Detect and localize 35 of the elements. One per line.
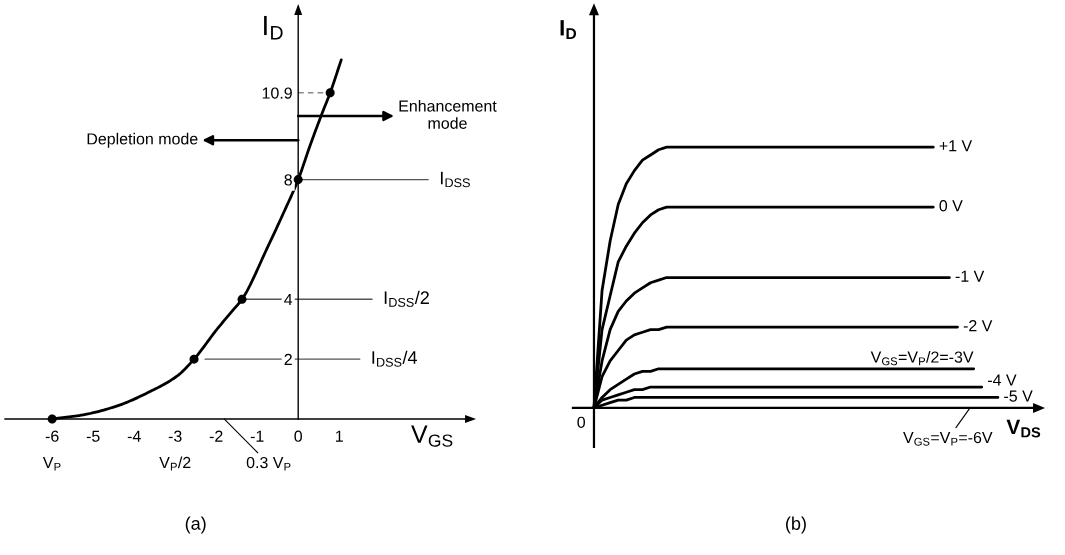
x-axis-title: V$_{DS}$ xyxy=(1006,419,1041,438)
text: V$_{GS}$=V$_{P}$=-6V xyxy=(903,431,993,446)
y-tick-label: 8 xyxy=(284,174,292,186)
text: V$_{P}$/2 xyxy=(159,456,191,471)
x-tick-label: 1 xyxy=(335,430,343,442)
x-tick-label: -5 xyxy=(86,430,100,442)
series-label: -5 V xyxy=(1004,390,1033,402)
annotation: Enhancement mode xyxy=(399,99,497,129)
x-tick-label: -2 xyxy=(209,430,223,442)
series-label: -4 V xyxy=(988,374,1017,386)
x-tick-label: -1 xyxy=(250,430,264,442)
x-tick-label: -3 xyxy=(168,430,182,442)
y-axis-title: I$_{D}$ xyxy=(264,15,283,40)
series-label: -2 V xyxy=(963,320,993,332)
x-axis-title: V$_{GS}$ xyxy=(411,425,453,447)
annotation: V$_{P}$ xyxy=(42,457,61,471)
x-tick-label: -4 xyxy=(127,430,141,442)
series-label: V$_{GS}$=V$_{P}$/2=-3V xyxy=(870,351,974,366)
series-label: I$_{DSS}$/4 xyxy=(372,350,417,367)
text: (a) xyxy=(185,516,206,534)
x-tick-label: 0 xyxy=(294,430,303,442)
text: 0.3 V$_{P}$ xyxy=(246,456,291,471)
y-axis-title: I$_{D}$ xyxy=(560,20,577,39)
series-label: I$_{DSS}$ xyxy=(440,171,470,188)
series-label: +1 V xyxy=(939,140,973,152)
y-tick-label: 10.9 xyxy=(262,87,292,99)
annotation: Depletion mode xyxy=(87,132,198,148)
series-label: 0 V xyxy=(939,200,963,212)
y-tick-label: 4 xyxy=(284,294,293,306)
x-tick-label: -6 xyxy=(45,430,59,442)
series-label: -1 V xyxy=(955,270,985,282)
text: 0 xyxy=(577,416,586,428)
text: (b) xyxy=(786,516,806,534)
series-label: I$_{DSS}$/2 xyxy=(384,290,429,307)
y-tick-label: 2 xyxy=(284,353,292,365)
